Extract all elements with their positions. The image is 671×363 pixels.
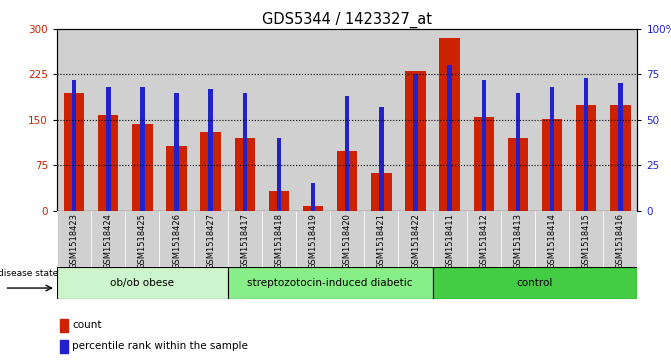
Text: GSM1518427: GSM1518427	[206, 213, 215, 269]
Bar	[57, 267, 227, 299]
Text: disease state: disease state	[0, 269, 58, 278]
Bar	[516, 93, 520, 211]
Text: GSM1518413: GSM1518413	[513, 213, 523, 269]
Bar	[60, 319, 68, 332]
Bar	[194, 29, 227, 211]
Bar	[140, 87, 145, 211]
Bar	[618, 83, 623, 211]
Bar	[262, 29, 296, 211]
Bar	[569, 29, 603, 211]
Text: streptozotocin-induced diabetic: streptozotocin-induced diabetic	[248, 278, 413, 288]
Bar	[474, 117, 494, 211]
Title: GDS5344 / 1423327_at: GDS5344 / 1423327_at	[262, 12, 432, 28]
Bar	[174, 93, 178, 211]
Bar	[166, 146, 187, 211]
Bar	[433, 29, 467, 211]
Bar	[501, 29, 535, 211]
Bar	[262, 211, 296, 267]
Bar	[276, 138, 281, 211]
Bar	[235, 138, 255, 211]
Bar	[413, 74, 418, 211]
Text: GSM1518415: GSM1518415	[582, 213, 590, 269]
Bar	[242, 93, 247, 211]
Bar	[227, 267, 433, 299]
Bar	[132, 124, 152, 211]
Text: GSM1518423: GSM1518423	[70, 213, 79, 269]
Bar	[433, 211, 467, 267]
Text: GSM1518411: GSM1518411	[445, 213, 454, 269]
Bar	[296, 211, 330, 267]
Bar	[201, 132, 221, 211]
Bar	[296, 29, 330, 211]
Text: GSM1518416: GSM1518416	[616, 213, 625, 269]
Text: GSM1518421: GSM1518421	[377, 213, 386, 269]
Bar	[57, 29, 91, 211]
Bar	[467, 29, 501, 211]
Bar	[337, 151, 358, 211]
Text: GSM1518422: GSM1518422	[411, 213, 420, 269]
Text: GSM1518424: GSM1518424	[104, 213, 113, 269]
Bar	[160, 29, 194, 211]
Bar	[57, 211, 91, 267]
Bar	[72, 80, 76, 211]
Text: ob/ob obese: ob/ob obese	[111, 278, 174, 288]
Bar	[535, 29, 569, 211]
Bar	[584, 78, 588, 211]
Bar	[482, 80, 486, 211]
Text: GSM1518420: GSM1518420	[343, 213, 352, 269]
Bar	[60, 339, 68, 353]
Bar	[440, 38, 460, 211]
Bar	[364, 29, 399, 211]
Bar	[125, 29, 160, 211]
Bar	[433, 267, 637, 299]
Bar	[91, 211, 125, 267]
Bar	[371, 173, 392, 211]
Text: GSM1518425: GSM1518425	[138, 213, 147, 269]
Bar	[106, 87, 111, 211]
Bar	[508, 138, 528, 211]
Bar	[535, 211, 569, 267]
Bar	[227, 211, 262, 267]
Bar	[603, 29, 637, 211]
Bar	[98, 115, 119, 211]
Bar	[345, 96, 350, 211]
Text: control: control	[517, 278, 553, 288]
Bar	[125, 211, 160, 267]
Bar	[448, 65, 452, 211]
Bar	[379, 107, 384, 211]
Bar	[194, 211, 227, 267]
Text: GSM1518414: GSM1518414	[548, 213, 557, 269]
Bar	[160, 211, 194, 267]
Text: GSM1518418: GSM1518418	[274, 213, 283, 269]
Bar	[330, 211, 364, 267]
Bar	[303, 206, 323, 211]
Text: percentile rank within the sample: percentile rank within the sample	[72, 341, 248, 351]
Bar	[399, 211, 433, 267]
Bar	[227, 29, 262, 211]
Bar	[501, 211, 535, 267]
Text: count: count	[72, 321, 101, 330]
Bar	[268, 191, 289, 211]
Text: GSM1518417: GSM1518417	[240, 213, 250, 269]
Bar	[399, 29, 433, 211]
Text: GSM1518419: GSM1518419	[309, 213, 317, 269]
Bar	[467, 211, 501, 267]
Text: GSM1518412: GSM1518412	[479, 213, 488, 269]
Bar	[569, 211, 603, 267]
Text: GSM1518426: GSM1518426	[172, 213, 181, 269]
Bar	[405, 72, 426, 211]
Bar	[364, 211, 399, 267]
Bar	[610, 105, 631, 211]
Bar	[550, 87, 554, 211]
Bar	[91, 29, 125, 211]
Bar	[209, 89, 213, 211]
Bar	[603, 211, 637, 267]
Bar	[64, 93, 85, 211]
Bar	[542, 119, 562, 211]
Bar	[311, 183, 315, 211]
Bar	[576, 105, 597, 211]
Bar	[330, 29, 364, 211]
